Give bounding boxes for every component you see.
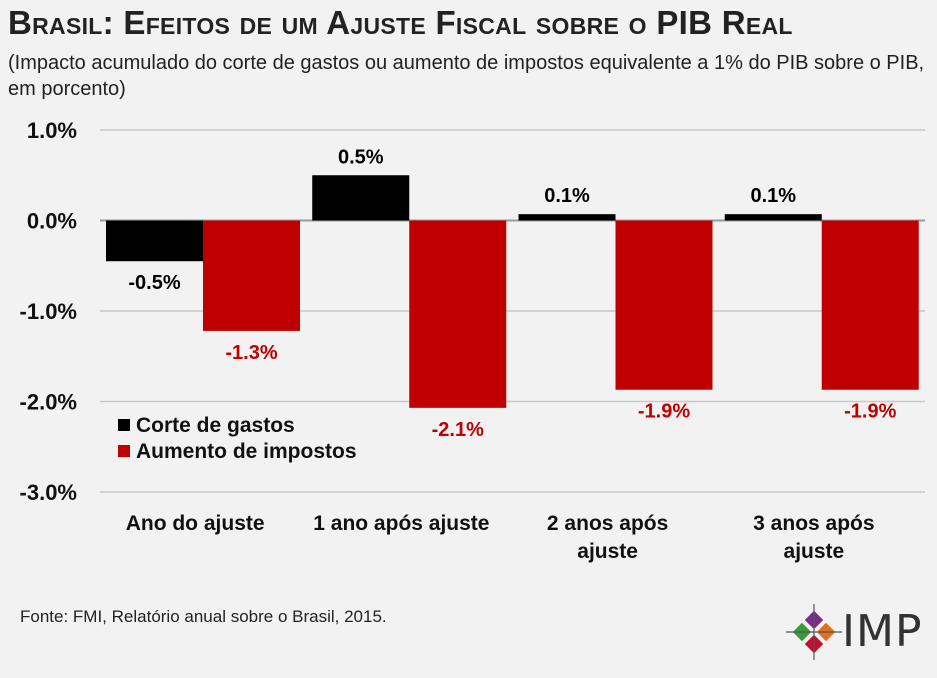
x-tick-label: ajuste xyxy=(577,540,638,563)
data-label: 0.1% xyxy=(544,185,590,207)
logo-text: IMP xyxy=(842,606,923,657)
x-tick-label: ajuste xyxy=(784,540,845,563)
source-note: Fonte: FMI, Relatório anual sobre o Bras… xyxy=(20,607,387,626)
y-tick-label: -1.0% xyxy=(20,299,77,324)
x-tick-label: 2 anos após xyxy=(547,512,668,535)
data-label: -1.9% xyxy=(844,401,896,423)
x-tick-label: 1 ano após ajuste xyxy=(313,512,489,535)
legend-label: Corte de gastos xyxy=(136,414,295,437)
bar xyxy=(106,220,203,262)
bar xyxy=(615,220,713,390)
bar xyxy=(409,220,507,408)
y-tick-label: 1.0% xyxy=(27,118,77,143)
chart-title: Brasil: Efeitos de um Ajuste Fiscal sobr… xyxy=(8,4,793,41)
y-tick-label: 0.0% xyxy=(27,209,77,234)
imp-logo: IMP xyxy=(785,603,926,661)
chart-subtitle: (Impacto acumulado do corte de gastos ou… xyxy=(8,52,925,100)
data-label: -1.9% xyxy=(638,401,690,423)
bar-chart: 1.0% 0.0% -1.0% -2.0% -3.0% -0.5% 0.5% 0.1% 0.1%… xyxy=(20,118,925,563)
diamond-logo-icon xyxy=(785,603,843,661)
bar xyxy=(312,175,410,221)
bar xyxy=(203,220,300,331)
data-label: -0.5% xyxy=(128,272,180,294)
y-tick-label: -2.0% xyxy=(20,390,77,415)
legend-label: Aumento de impostos xyxy=(136,440,357,463)
bar xyxy=(724,214,822,221)
data-label: -1.3% xyxy=(225,342,277,364)
x-tick-label: 3 anos após xyxy=(753,512,874,535)
bar xyxy=(821,220,919,390)
legend-swatch xyxy=(118,445,130,457)
data-label: 0.5% xyxy=(338,146,384,168)
x-tick-label: Ano do ajuste xyxy=(126,512,265,535)
data-label: -2.1% xyxy=(432,419,484,441)
legend-swatch xyxy=(118,419,130,431)
bar xyxy=(518,214,616,221)
y-tick-label: -3.0% xyxy=(20,480,77,505)
data-label: 0.1% xyxy=(750,185,796,207)
